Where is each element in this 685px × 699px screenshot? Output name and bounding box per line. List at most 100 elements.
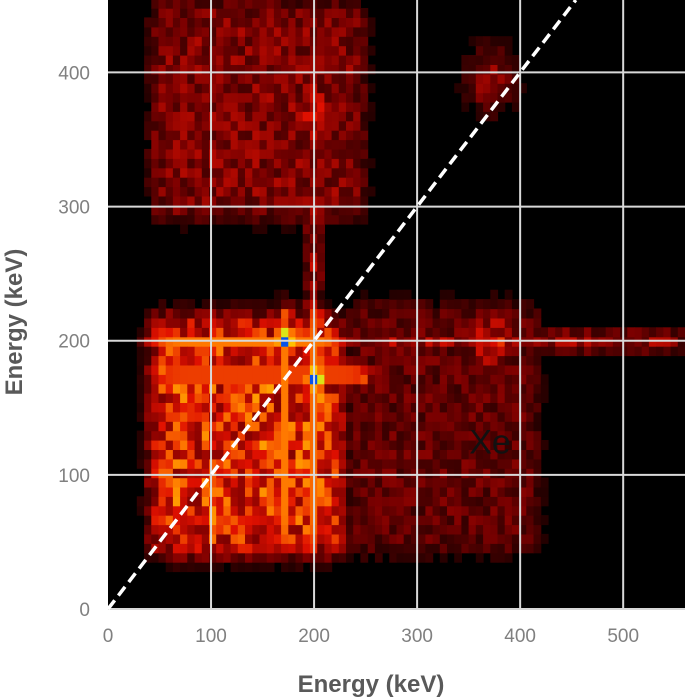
heatmap-cell bbox=[144, 26, 152, 37]
heatmap-cell bbox=[526, 374, 535, 385]
heatmap-cell bbox=[317, 17, 325, 28]
heatmap-cell bbox=[317, 158, 325, 169]
heatmap-cell bbox=[410, 393, 419, 403]
heatmap-cell bbox=[158, 36, 167, 47]
heatmap-cell bbox=[158, 430, 167, 441]
heatmap-cell bbox=[223, 477, 232, 488]
heatmap-cell bbox=[353, 8, 361, 18]
heatmap-cell bbox=[519, 458, 527, 469]
heatmap-cell bbox=[180, 440, 188, 450]
heatmap-cell bbox=[230, 458, 239, 469]
heatmap-cell bbox=[374, 533, 383, 544]
heatmap-cell bbox=[353, 402, 361, 413]
heatmap-cell bbox=[331, 496, 340, 507]
heatmap-cell bbox=[511, 402, 520, 413]
heatmap-cell bbox=[468, 533, 477, 544]
heatmap-cell bbox=[165, 36, 174, 47]
heatmap-cell bbox=[317, 317, 325, 328]
heatmap-cell bbox=[504, 552, 513, 563]
heatmap-cell bbox=[273, 186, 282, 197]
heatmap-cell bbox=[504, 64, 513, 75]
heatmap-cell bbox=[281, 101, 289, 112]
heatmap-cell bbox=[172, 111, 181, 122]
heatmap-cell bbox=[353, 17, 361, 28]
heatmap-cell bbox=[360, 327, 369, 338]
heatmap-cell bbox=[490, 496, 499, 507]
heatmap-cell bbox=[353, 449, 361, 460]
heatmap-cell bbox=[216, 440, 224, 450]
heatmap-cell bbox=[187, 205, 196, 216]
heatmap-cell bbox=[483, 411, 491, 422]
heatmap-cell bbox=[266, 402, 275, 413]
heatmap-cell bbox=[223, 73, 232, 84]
heatmap-cell bbox=[418, 515, 426, 526]
heatmap-cell bbox=[360, 486, 369, 497]
heatmap-cell bbox=[266, 533, 275, 544]
heatmap-cell bbox=[209, 562, 217, 573]
heatmap-cell bbox=[144, 430, 152, 441]
heatmap-cell bbox=[266, 393, 275, 403]
heatmap-cell bbox=[584, 346, 592, 357]
heatmap-cell bbox=[245, 92, 253, 103]
heatmap-cell bbox=[338, 355, 347, 366]
heatmap-cell bbox=[223, 139, 232, 150]
heatmap-cell bbox=[295, 148, 304, 159]
heatmap-cell bbox=[180, 355, 188, 366]
heatmap-cell bbox=[526, 393, 535, 403]
heatmap-cell bbox=[490, 440, 499, 450]
heatmap-cell bbox=[331, 167, 340, 178]
heatmap-cell bbox=[490, 64, 499, 75]
heatmap-cell bbox=[475, 299, 484, 310]
heatmap-cell bbox=[403, 355, 412, 366]
heatmap-cell bbox=[230, 533, 239, 544]
heatmap-cell bbox=[497, 383, 506, 394]
heatmap-cell bbox=[158, 101, 167, 112]
heatmap-cell bbox=[194, 205, 203, 216]
heatmap-cell bbox=[295, 411, 304, 422]
heatmap-cell bbox=[432, 355, 441, 366]
heatmap-cell bbox=[511, 327, 520, 338]
heatmap-cell bbox=[425, 355, 434, 366]
heatmap-cell bbox=[324, 177, 333, 188]
heatmap-cell bbox=[180, 411, 188, 422]
heatmap-cell bbox=[374, 486, 383, 497]
heatmap-cell bbox=[273, 214, 282, 225]
heatmap-cell bbox=[396, 468, 405, 479]
heatmap-cell bbox=[281, 0, 289, 9]
heatmap-cell bbox=[511, 383, 520, 394]
heatmap-cell bbox=[288, 346, 297, 357]
heatmap-cell bbox=[454, 486, 462, 497]
heatmap-cell bbox=[353, 45, 361, 56]
heatmap-cell bbox=[331, 177, 340, 188]
heatmap-cell bbox=[151, 120, 160, 131]
heatmap-cell bbox=[447, 383, 455, 394]
heatmap-cell bbox=[490, 55, 499, 65]
heatmap-cell bbox=[374, 477, 383, 488]
heatmap-cell bbox=[180, 224, 188, 234]
heatmap-cell bbox=[346, 411, 354, 422]
heatmap-cell bbox=[245, 327, 253, 338]
heatmap-cell bbox=[533, 543, 542, 554]
heatmap-cell bbox=[382, 430, 390, 441]
heatmap-cell bbox=[367, 346, 376, 357]
heatmap-cell bbox=[165, 327, 174, 338]
heatmap-cell bbox=[144, 92, 152, 103]
heatmap-cell bbox=[540, 327, 549, 338]
heatmap-cell bbox=[526, 299, 535, 310]
heatmap-cell bbox=[144, 148, 152, 159]
heatmap-cell bbox=[526, 421, 535, 432]
heatmap-cell bbox=[194, 167, 203, 178]
heatmap-cell bbox=[252, 430, 261, 441]
heatmap-cell bbox=[165, 449, 174, 460]
heatmap-cell bbox=[237, 73, 246, 84]
heatmap-cell bbox=[230, 308, 239, 319]
heatmap-cell bbox=[627, 327, 636, 338]
heatmap-cell bbox=[317, 477, 325, 488]
heatmap-cell bbox=[158, 177, 167, 188]
heatmap-cell bbox=[259, 421, 268, 432]
heatmap-cell bbox=[230, 449, 239, 460]
heatmap-cell bbox=[252, 364, 261, 375]
heatmap-cell bbox=[389, 289, 398, 300]
heatmap-cell bbox=[252, 562, 261, 573]
heatmap-cell bbox=[367, 374, 376, 385]
